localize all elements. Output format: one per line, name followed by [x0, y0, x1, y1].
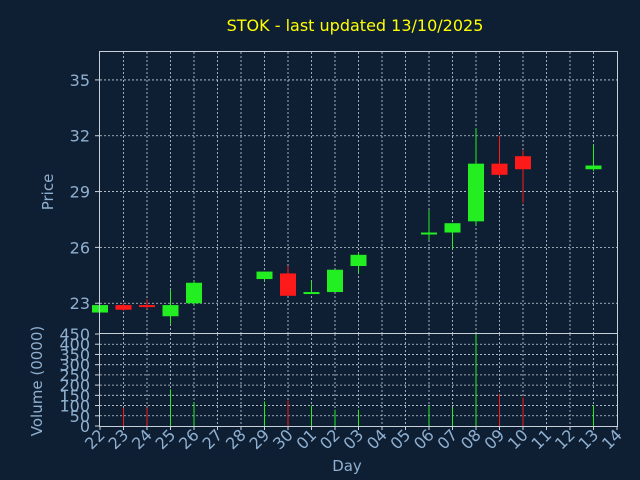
volume-ytick-label: 350 — [59, 345, 90, 364]
volume-ytick-label: 0 — [80, 417, 90, 436]
price-ytick-label: 26 — [70, 238, 90, 257]
candle-body — [162, 305, 179, 317]
candle-body — [303, 292, 320, 295]
volume-ytick-label: 50 — [70, 407, 90, 426]
candle-body — [256, 271, 273, 280]
price-ytick-label: 35 — [70, 71, 90, 90]
candle-body — [350, 254, 367, 267]
price-axis-title: Price — [39, 174, 57, 211]
candle-body — [115, 305, 132, 310]
candle-body — [515, 156, 531, 170]
candle-body — [139, 305, 155, 308]
candle-body — [186, 282, 202, 304]
x-axis-title: Day — [332, 457, 362, 475]
volume-ytick-label: 200 — [59, 376, 90, 395]
volume-ytick-label: 450 — [59, 325, 90, 344]
candle-body — [585, 165, 602, 170]
candle-body — [280, 273, 296, 296]
volume-ytick-label: 100 — [59, 397, 90, 416]
candle-body — [444, 223, 461, 233]
price-ytick-label: 29 — [70, 183, 90, 202]
volume-ytick-label: 400 — [59, 335, 90, 354]
x-tick-label: 14 — [598, 425, 626, 453]
candle-body — [491, 163, 508, 175]
volume-axis-title: Volume (0000) — [28, 326, 46, 436]
volume-ytick-label: 250 — [59, 366, 90, 385]
candle-body — [421, 232, 437, 235]
candle-body — [327, 269, 343, 293]
volume-ytick-label: 300 — [59, 356, 90, 375]
candle-body — [468, 163, 484, 222]
price-ytick-label: 23 — [70, 294, 90, 313]
chart-title: STOK - last updated 13/10/2025 — [227, 16, 484, 35]
volume-ytick-label: 150 — [59, 386, 90, 405]
price-ytick-label: 32 — [70, 127, 90, 146]
